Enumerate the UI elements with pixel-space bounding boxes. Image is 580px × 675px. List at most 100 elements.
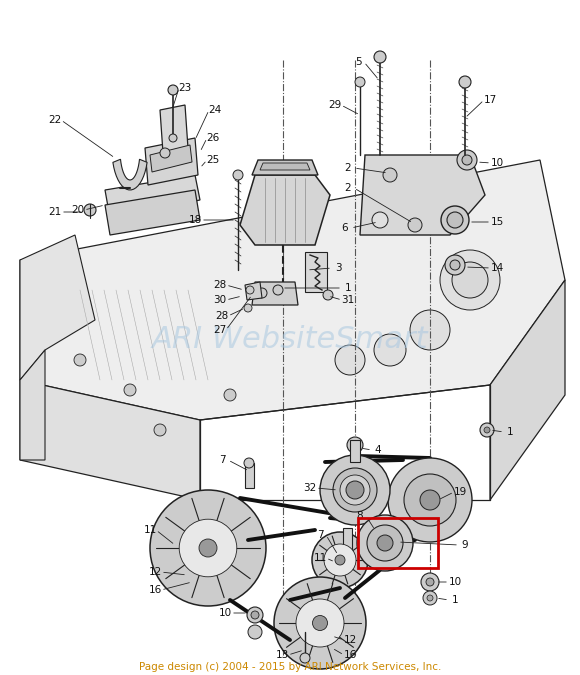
Text: 11: 11 [143,525,157,535]
Circle shape [190,530,226,566]
Circle shape [244,458,254,468]
Bar [358,518,438,568]
Bar [305,252,327,292]
Text: 3: 3 [335,263,341,273]
Text: 1: 1 [507,427,513,437]
Circle shape [445,255,465,275]
Text: 23: 23 [179,83,191,93]
Text: 26: 26 [206,133,220,143]
Circle shape [233,170,243,180]
Circle shape [330,550,350,570]
Circle shape [324,544,356,576]
Circle shape [347,437,363,453]
Circle shape [74,354,86,366]
Text: 22: 22 [48,115,61,125]
Polygon shape [252,282,298,305]
Polygon shape [260,163,310,170]
Circle shape [357,515,413,571]
Circle shape [273,285,283,295]
Circle shape [244,304,252,312]
Circle shape [154,424,166,436]
Text: 16: 16 [148,585,162,595]
Circle shape [169,134,177,142]
Text: 25: 25 [206,155,220,165]
Circle shape [383,168,397,182]
Circle shape [374,51,386,63]
Text: 29: 29 [328,100,342,110]
Circle shape [404,474,456,526]
Text: 7: 7 [219,455,225,465]
Circle shape [274,577,366,669]
Polygon shape [105,190,200,235]
Text: 12: 12 [148,567,162,577]
Circle shape [257,288,267,298]
Text: 18: 18 [188,215,202,225]
Circle shape [462,155,472,165]
Text: 1: 1 [452,595,458,605]
Circle shape [313,616,328,630]
Circle shape [179,519,237,577]
Circle shape [150,490,266,606]
Circle shape [84,204,96,216]
Text: 28: 28 [215,311,229,321]
Circle shape [246,286,254,294]
Circle shape [160,148,170,158]
Polygon shape [20,380,200,500]
Text: 15: 15 [490,217,503,227]
Circle shape [300,653,310,663]
Circle shape [377,535,393,551]
Text: 30: 30 [213,295,227,305]
Circle shape [346,481,364,499]
Text: 32: 32 [303,483,317,493]
Circle shape [427,595,433,601]
Polygon shape [150,145,192,172]
Circle shape [168,85,178,95]
Circle shape [199,539,217,557]
Text: 31: 31 [342,295,354,305]
Circle shape [441,206,469,234]
Circle shape [388,458,472,542]
Text: 12: 12 [343,635,357,645]
Text: ARI WebsiteSmart: ARI WebsiteSmart [152,325,428,354]
Circle shape [305,608,335,638]
Text: 14: 14 [490,263,503,273]
Circle shape [367,525,403,561]
Circle shape [323,290,333,300]
Circle shape [447,212,463,228]
Text: 17: 17 [483,95,496,105]
Bar [245,463,254,488]
Circle shape [224,389,236,401]
Circle shape [248,625,262,639]
Circle shape [340,475,370,505]
Circle shape [423,591,437,605]
Text: 9: 9 [462,540,468,550]
Polygon shape [20,160,565,420]
Text: 10: 10 [448,577,462,587]
Bar [343,528,352,553]
Polygon shape [252,160,318,175]
Circle shape [124,384,136,396]
Circle shape [420,490,440,510]
Polygon shape [145,138,198,185]
Text: 20: 20 [71,205,85,215]
Polygon shape [105,175,200,218]
Polygon shape [20,235,95,380]
Circle shape [440,250,500,310]
Text: 1: 1 [345,283,351,293]
Text: 4: 4 [375,445,381,455]
Circle shape [459,76,471,88]
Text: Page design (c) 2004 - 2015 by ARI Network Services, Inc.: Page design (c) 2004 - 2015 by ARI Netwo… [139,662,441,672]
Text: 27: 27 [213,325,227,335]
Circle shape [372,212,388,228]
Text: 19: 19 [454,487,467,497]
Text: 6: 6 [342,223,349,233]
Polygon shape [113,159,147,190]
Polygon shape [490,280,565,500]
Circle shape [480,423,494,437]
Text: 2: 2 [345,163,351,173]
Circle shape [374,334,406,366]
Polygon shape [245,282,262,300]
Circle shape [457,150,477,170]
Bar [350,440,360,462]
Text: 10: 10 [219,608,231,618]
